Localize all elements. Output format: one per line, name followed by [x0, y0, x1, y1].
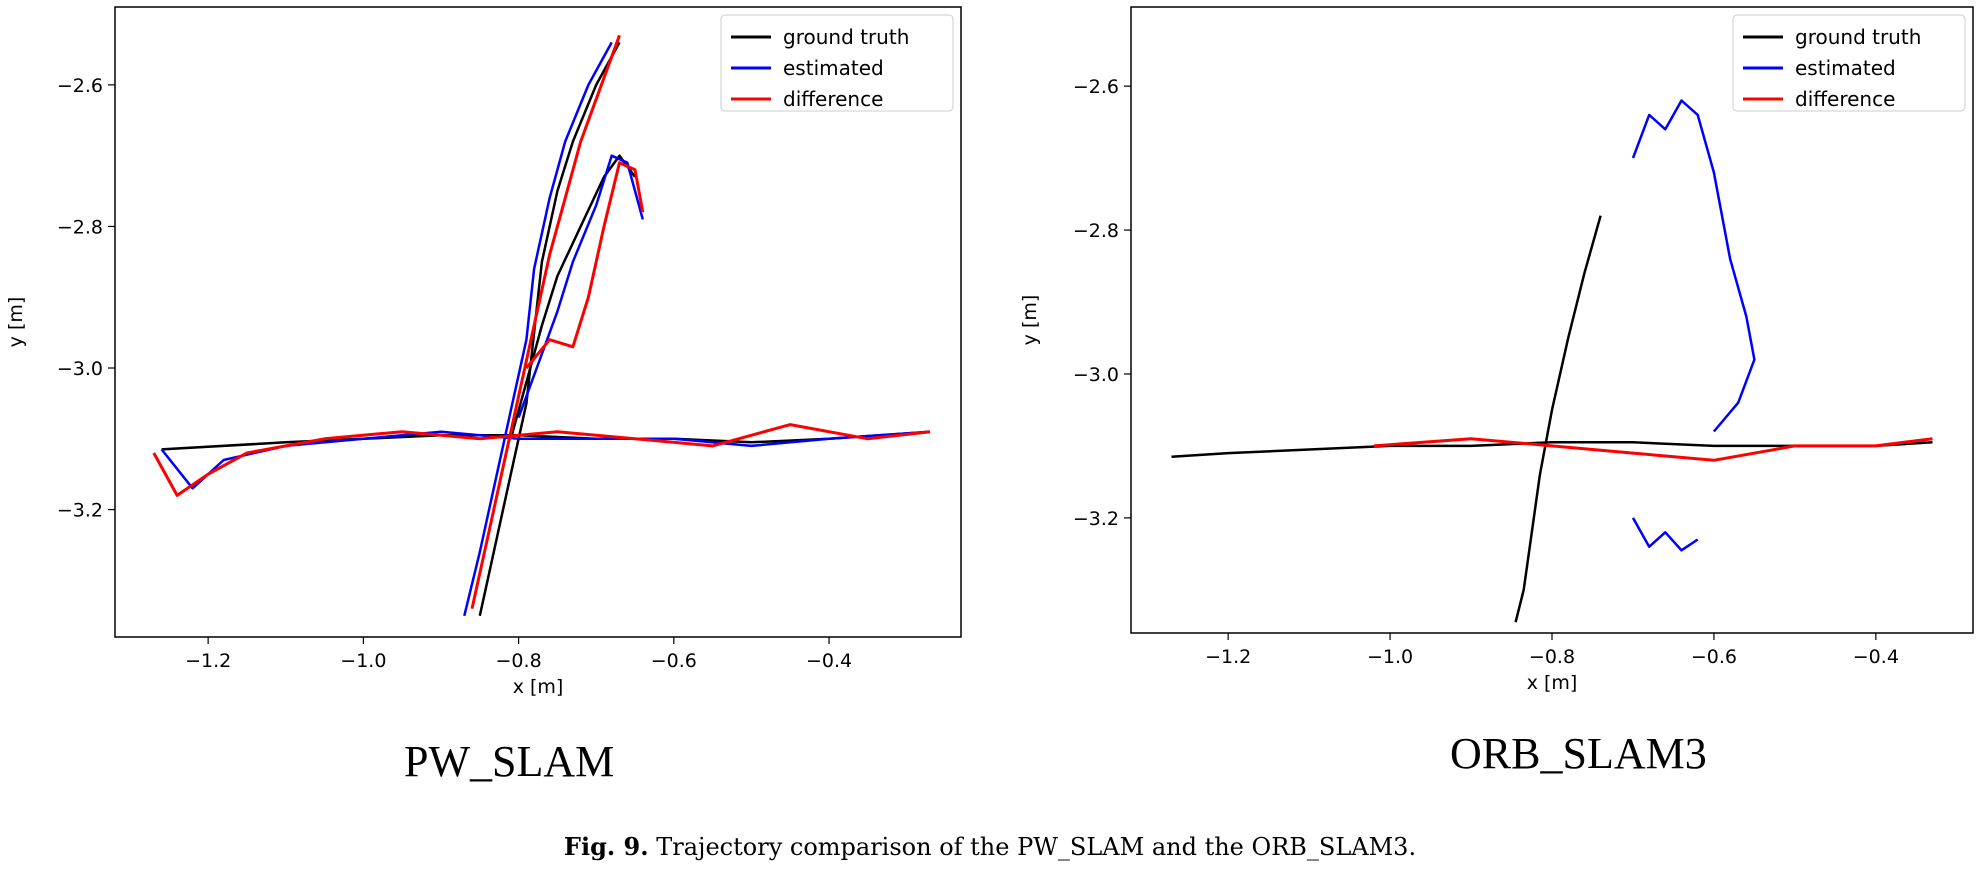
x-tick-label: −0.8: [1529, 646, 1575, 668]
legend: ground truth estimated difference: [720, 14, 954, 112]
x-tick-label: −1.2: [185, 650, 231, 672]
x-tick-label: −0.6: [1691, 646, 1737, 668]
series-line-ground-truth: [478, 41, 621, 617]
y-tick-label: −2.8: [1073, 220, 1119, 242]
legend-label: difference: [783, 87, 883, 111]
series-line-estimated: [160, 430, 931, 490]
chart-panel-pw-slam: −1.2 −1.0 −0.8 −0.6 −0.4 −2.6 −2.8 −3.0 −3.2 x [m…: [0, 0, 990, 800]
figure-caption: Fig. 9. Trajectory comparison of the PW_…: [0, 832, 1980, 861]
series-line-difference: [470, 34, 621, 610]
x-axis-label: x [m]: [513, 676, 564, 698]
chart-pw-slam: −1.2 −1.0 −0.8 −0.6 −0.4 −2.6 −2.8 −3.0 −3.2 x [m…: [5, 6, 962, 698]
chart-subtitle: ORB_SLAM3: [1450, 729, 1707, 778]
x-tick-label: −1.2: [1205, 646, 1251, 668]
series-line-ground-truth: [1514, 215, 1602, 623]
x-tick-label: −1.0: [1367, 646, 1413, 668]
x-tick-label: −0.8: [496, 650, 542, 672]
legend-label: estimated: [1795, 56, 1896, 80]
chart-panel-orb-slam3: −1.2 −1.0 −0.8 −0.6 −0.4 −2.6 −2.8 −3.0 −3.2 x [m…: [1000, 0, 1980, 800]
x-tick-label: −0.6: [651, 650, 697, 672]
figure-label: Fig. 9.: [563, 832, 649, 861]
y-tick-label: −2.6: [1073, 76, 1119, 98]
y-tick-label: −2.8: [57, 216, 103, 238]
y-axis-label: y [m]: [1019, 295, 1041, 346]
series-line-estimated: [1631, 99, 1756, 433]
chart-subtitle: PW_SLAM: [404, 737, 615, 786]
chart-orb-slam3: −1.2 −1.0 −0.8 −0.6 −0.4 −2.6 −2.8 −3.0 −3.2 x [m…: [1019, 6, 1974, 694]
legend-label: estimated: [783, 56, 884, 80]
y-tick-label: −3.0: [1073, 364, 1119, 386]
series-line-estimated: [1631, 517, 1699, 552]
legend-box: [720, 14, 954, 112]
series-line-ground-truth: [509, 154, 637, 440]
plot-area: [152, 34, 931, 617]
legend: ground truth estimated difference: [1732, 14, 1966, 112]
legend-label: ground truth: [783, 25, 909, 49]
y-axis-label: y [m]: [5, 297, 27, 348]
legend-label: ground truth: [1795, 25, 1921, 49]
legend-box: [1732, 14, 1966, 112]
series-line-estimated: [463, 41, 613, 617]
y-tick-label: −2.6: [57, 75, 103, 97]
legend-label: difference: [1795, 87, 1895, 111]
series-line-ground-truth: [161, 430, 931, 451]
series-line-difference: [525, 161, 645, 369]
x-tick-label: −0.4: [1853, 646, 1899, 668]
x-tick-label: −0.4: [806, 650, 852, 672]
series-line-difference: [152, 423, 931, 497]
plot-frame: [114, 6, 962, 638]
series-line-estimated: [517, 154, 645, 419]
x-axis-label: x [m]: [1527, 672, 1578, 694]
y-tick-label: −3.0: [57, 358, 103, 380]
series-line-difference: [1373, 437, 1933, 462]
x-tick-label: −1.0: [340, 650, 386, 672]
y-tick-label: −3.2: [1073, 508, 1119, 530]
plot-area: [1171, 99, 1933, 623]
figure-caption-text: Trajectory comparison of the PW_SLAM and…: [656, 833, 1417, 861]
y-tick-label: −3.2: [57, 500, 103, 522]
